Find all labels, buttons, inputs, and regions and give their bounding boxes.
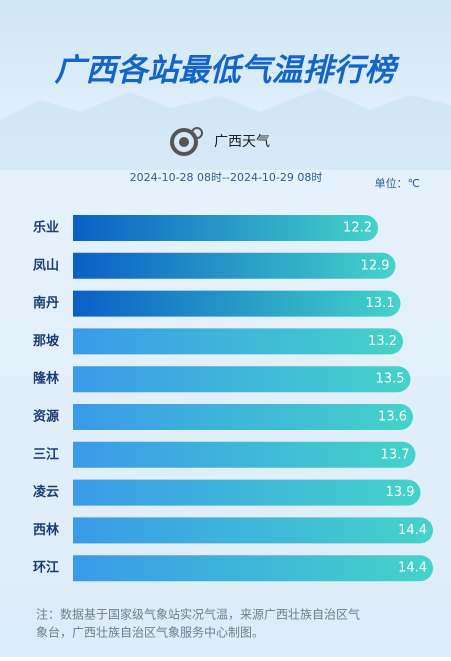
subtitle: 2024-10-28 08时--2024-10-29 08时 bbox=[130, 171, 323, 184]
bar bbox=[73, 328, 404, 355]
note-line: 象台，广西壮族自治区气象服务中心制图。 bbox=[36, 625, 264, 640]
bar bbox=[73, 252, 396, 279]
value-label: 13.1 bbox=[366, 296, 395, 311]
category-label: 西林 bbox=[33, 522, 59, 538]
bar bbox=[73, 517, 433, 544]
value-label: 13.2 bbox=[368, 334, 397, 349]
category-label: 凤山 bbox=[33, 257, 59, 273]
bar bbox=[73, 215, 378, 241]
value-label: 13.9 bbox=[386, 485, 415, 500]
bar bbox=[73, 479, 421, 506]
bar bbox=[73, 404, 413, 430]
unit: 单位：℃ bbox=[375, 176, 420, 190]
note-line: 注：数据基于国家级气象站实况气温，来源广西壮族自治区气 bbox=[36, 607, 360, 622]
logo bbox=[170, 127, 203, 156]
value-label: 12.2 bbox=[343, 221, 372, 236]
category-label: 凌云 bbox=[33, 484, 59, 500]
chart-title: 广西各站最低气温排行榜 bbox=[55, 53, 401, 89]
category-label: 乐业 bbox=[33, 220, 59, 236]
value-label: 12.9 bbox=[361, 258, 390, 273]
category-label: 那坡 bbox=[33, 333, 60, 349]
category-label: 环江 bbox=[33, 560, 59, 576]
value-label: 13.7 bbox=[381, 447, 410, 462]
bar bbox=[73, 366, 411, 393]
logo-text: 广西天气 bbox=[214, 134, 270, 150]
category-label: 隆林 bbox=[33, 371, 59, 387]
category-label: 南丹 bbox=[33, 295, 59, 311]
value-label: 13.5 bbox=[376, 372, 405, 387]
category-label: 三江 bbox=[33, 446, 59, 462]
category-label: 资源 bbox=[33, 409, 59, 425]
bar bbox=[73, 290, 401, 317]
bar bbox=[73, 555, 433, 582]
value-label: 13.6 bbox=[378, 410, 407, 425]
value-label: 14.4 bbox=[398, 523, 427, 538]
bar bbox=[73, 441, 416, 468]
mountains bbox=[0, 88, 451, 170]
value-label: 14.4 bbox=[398, 561, 427, 576]
